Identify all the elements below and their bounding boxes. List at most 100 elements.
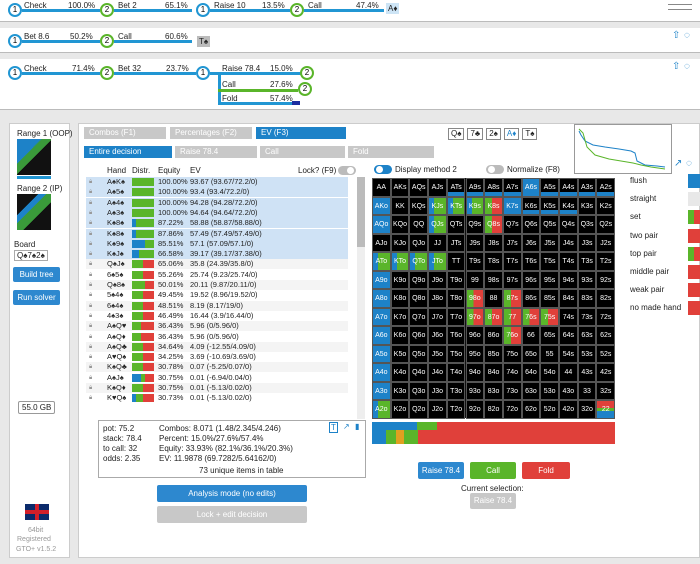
tab-entire-decision[interactable]: Entire decision [84, 146, 172, 158]
matrix-cell[interactable]: T6o [446, 326, 466, 345]
tab-percentages[interactable]: Percentages (F2) [170, 127, 252, 139]
col-equity[interactable]: Equity [158, 166, 181, 175]
tab-combos[interactable]: Combos (F1) [84, 127, 166, 139]
lock-icon[interactable]: 🔒︎ [89, 240, 93, 247]
lock-icon[interactable]: 🔒︎ [89, 323, 93, 330]
matrix-cell[interactable]: J6s [521, 233, 541, 252]
category-label[interactable]: set [630, 212, 641, 222]
action-label[interactable]: Call [308, 1, 322, 10]
matrix-cell[interactable]: A7s [502, 178, 522, 197]
matrix-cell[interactable]: 96o [465, 326, 485, 345]
category-label[interactable]: weak pair [630, 285, 665, 295]
matrix-cell[interactable]: 85o [484, 344, 503, 363]
matrix-cell[interactable]: 52o [540, 400, 559, 419]
table-row[interactable]: 🔒︎ K♠9♠ 85.51% 57.1 (57.09/57.1/0) [86, 238, 348, 249]
matrix-cell[interactable]: T3s [577, 252, 597, 271]
normalize-toggle[interactable] [486, 165, 504, 174]
upload-icon[interactable]: ⇧ [672, 61, 681, 72]
matrix-cell[interactable]: KQo [390, 215, 410, 234]
table-row[interactable]: 🔒︎ A♠Q♦ 36.43% 5.96 (0/5.96/0) [86, 331, 348, 342]
matrix-cell[interactable]: K6s [521, 196, 541, 215]
refresh-icon[interactable]: ◌ [686, 158, 692, 169]
matrix-cell[interactable]: 75o [502, 344, 522, 363]
matrix-cell[interactable]: J2o [428, 400, 447, 419]
table-row[interactable]: 🔒︎ A♠3♠ 100.00% 94.64 (94.64/72.2/0) [86, 207, 348, 218]
matrix-cell[interactable]: 77 [502, 307, 522, 326]
lock-icon[interactable]: 🔒︎ [89, 364, 93, 371]
matrix-cell[interactable]: 97s [502, 270, 522, 289]
lock-icon[interactable]: 🔒︎ [89, 179, 93, 185]
tab-fold[interactable]: Fold [348, 146, 434, 158]
matrix-cell[interactable]: A5s [540, 178, 559, 197]
upload-icon[interactable]: ⇧ [672, 30, 681, 41]
matrix-cell[interactable]: 73s [577, 307, 597, 326]
text-icon[interactable]: T [329, 422, 338, 433]
matrix-cell[interactable]: J6o [428, 326, 447, 345]
matrix-cell[interactable]: AKo [372, 196, 391, 215]
matrix-cell[interactable]: 42o [559, 400, 578, 419]
lock-icon[interactable]: 🔒︎ [89, 261, 93, 268]
matrix-cell[interactable]: J7o [428, 307, 447, 326]
chart-icon[interactable]: ▮ [355, 422, 360, 431]
table-row[interactable]: 🔒︎ K♠J♠ 66.58% 39.17 (39.17/37.38/0) [86, 249, 348, 260]
table-row[interactable]: 🔒︎ A♠J♠ 30.75% 0.01 (-6.94/0.04/0) [86, 372, 348, 383]
table-row[interactable]: 🔒︎ A♠K♠ 100.00% 93.67 (93.67/72.2/0) [86, 177, 348, 188]
table-row[interactable]: 🔒︎ K♥Q♠ 30.73% 0.01 (-5.13/0.02/0) [86, 393, 348, 404]
matrix-cell[interactable]: 32o [577, 400, 597, 419]
category-label[interactable]: top pair [630, 248, 657, 258]
analysis-mode-button[interactable]: Analysis mode (no edits) [157, 485, 307, 502]
table-row[interactable]: 🔒︎ A♠5♠ 100.00% 93.4 (93.4/72.2/0) [86, 187, 348, 198]
tree-node[interactable]: 1 [196, 66, 210, 80]
matrix-cell[interactable]: 99 [465, 270, 485, 289]
lock-icon[interactable]: 🔒︎ [89, 271, 93, 278]
matrix-cell[interactable]: 93s [577, 270, 597, 289]
matrix-cell[interactable]: 75s [540, 307, 559, 326]
matrix-cell[interactable]: 95s [540, 270, 559, 289]
matrix-cell[interactable]: A8s [484, 178, 503, 197]
call-button[interactable]: Call [470, 462, 516, 479]
uk-flag-icon[interactable] [25, 504, 49, 520]
matrix-cell[interactable]: K8s [484, 196, 503, 215]
matrix-cell[interactable]: 55 [540, 344, 559, 363]
category-label[interactable]: middle pair [630, 267, 670, 276]
matrix-cell[interactable]: KTs [446, 196, 466, 215]
col-hand[interactable]: Hand [107, 166, 127, 175]
tab-raise[interactable]: Raise 78.4 [175, 146, 257, 158]
matrix-cell[interactable]: 65o [521, 344, 541, 363]
matrix-cell[interactable]: 64o [521, 363, 541, 382]
matrix-cell[interactable]: K5o [390, 344, 410, 363]
action-label[interactable]: Call [118, 32, 132, 41]
lock-icon[interactable]: 🔒︎ [89, 385, 93, 391]
category-label[interactable]: no made hand [630, 303, 682, 313]
tree-node[interactable]: 2 [290, 3, 304, 17]
category-label[interactable]: straight [630, 194, 657, 204]
matrix-cell[interactable]: K3s [577, 196, 597, 215]
matrix-cell[interactable]: 73o [502, 381, 522, 400]
action-label[interactable]: Check [24, 64, 47, 73]
matrix-cell[interactable]: Q9o [409, 270, 429, 289]
lock-icon[interactable]: 🔒︎ [89, 302, 93, 309]
matrix-cell[interactable]: KK [390, 196, 410, 215]
matrix-cell[interactable]: Q6o [409, 326, 429, 345]
matrix-cell[interactable]: 98s [484, 270, 503, 289]
matrix-cell[interactable]: 44 [559, 363, 578, 382]
matrix-cell[interactable]: T6s [521, 252, 541, 271]
matrix-cell[interactable]: AJs [428, 178, 447, 197]
lock-icon[interactable]: 🔒︎ [89, 343, 93, 350]
tree-node[interactable]: 2 [298, 82, 312, 96]
action-label[interactable]: Call [222, 80, 236, 89]
matrix-cell[interactable]: J8o [428, 289, 447, 308]
table-row[interactable]: 🔒︎ Q♠J♠ 65.06% 35.8 (24.39/35.8/0) [86, 259, 348, 270]
table-row[interactable]: 🔒︎ 6♠5♠ 55.26% 25.74 (9.23/25.74/0) [86, 269, 348, 280]
lock-icon[interactable]: 🔒︎ [89, 333, 93, 340]
matrix-cell[interactable]: J9o [428, 270, 447, 289]
equity-graph[interactable] [574, 124, 672, 174]
matrix-cell[interactable]: 72s [596, 307, 616, 326]
matrix-cell[interactable]: A4s [559, 178, 578, 197]
matrix-cell[interactable]: J2s [596, 233, 616, 252]
tree-node[interactable]: 1 [8, 34, 22, 48]
matrix-cell[interactable]: K9s [465, 196, 485, 215]
matrix-cell[interactable]: A5o [372, 344, 391, 363]
matrix-cell[interactable]: Q7o [409, 307, 429, 326]
matrix-cell[interactable]: 72o [502, 400, 522, 419]
